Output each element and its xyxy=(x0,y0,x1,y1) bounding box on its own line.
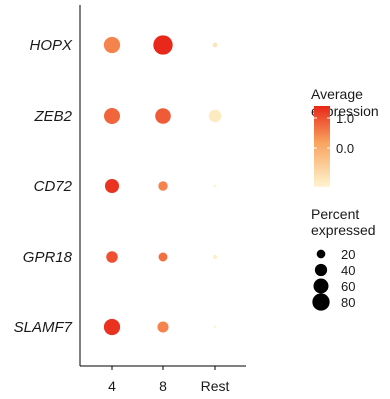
group-label-4: 4 xyxy=(108,378,116,394)
group-label-8: 8 xyxy=(159,378,167,394)
dot-zeb2-4 xyxy=(104,108,120,124)
dot-slamf7-8 xyxy=(157,321,169,333)
dot-hopx-8 xyxy=(153,35,173,55)
size-legend-dot-80 xyxy=(312,293,330,311)
dot-cd72-4 xyxy=(104,178,120,194)
dot-gpr18-8 xyxy=(158,252,168,262)
dot-cd72-8 xyxy=(158,181,168,191)
color-legend-label-0-0: 0.0 xyxy=(336,141,354,156)
size-legend-dot-60 xyxy=(313,278,329,294)
gene-label-cd72: CD72 xyxy=(34,178,73,195)
dot-slamf7-4 xyxy=(103,318,121,336)
size-legend-dot-20 xyxy=(316,249,326,259)
size-legend-title-line: Percent xyxy=(311,206,359,222)
dot-gpr18-rest xyxy=(212,254,218,260)
dot-zeb2-8 xyxy=(155,108,171,124)
gene-label-hopx: HOPX xyxy=(29,37,73,54)
dot-gpr18-4 xyxy=(106,251,118,263)
color-legend-label-1-0: 1.0 xyxy=(336,111,354,126)
dot-zeb2-rest xyxy=(208,109,222,123)
size-legend-label-20: 20 xyxy=(341,247,355,262)
dot-hopx-4 xyxy=(103,36,121,54)
color-legend-bar xyxy=(314,106,330,187)
dot-slamf7-rest xyxy=(213,325,217,329)
dot-cd72-rest xyxy=(213,184,217,188)
group-label-rest: Rest xyxy=(201,378,230,394)
dots-layer xyxy=(103,35,222,336)
dot-hopx-rest xyxy=(212,42,218,48)
gene-label-gpr18: GPR18 xyxy=(23,249,73,266)
size-legend-dot-40 xyxy=(314,263,328,277)
size-legend-label-60: 60 xyxy=(341,279,355,294)
size-legend-title-line: expressed xyxy=(311,222,376,238)
gene-labels: HOPX ZEB2 CD72 GPR18 SLAMF7 xyxy=(14,37,73,336)
size-legend-label-40: 40 xyxy=(341,263,355,278)
size-legend-label-80: 80 xyxy=(341,295,355,310)
color-legend-title-line: Average xyxy=(311,86,363,102)
gene-label-zeb2: ZEB2 xyxy=(33,108,72,125)
group-labels: 4 8 Rest xyxy=(108,366,229,394)
gene-label-slamf7: SLAMF7 xyxy=(14,319,73,336)
